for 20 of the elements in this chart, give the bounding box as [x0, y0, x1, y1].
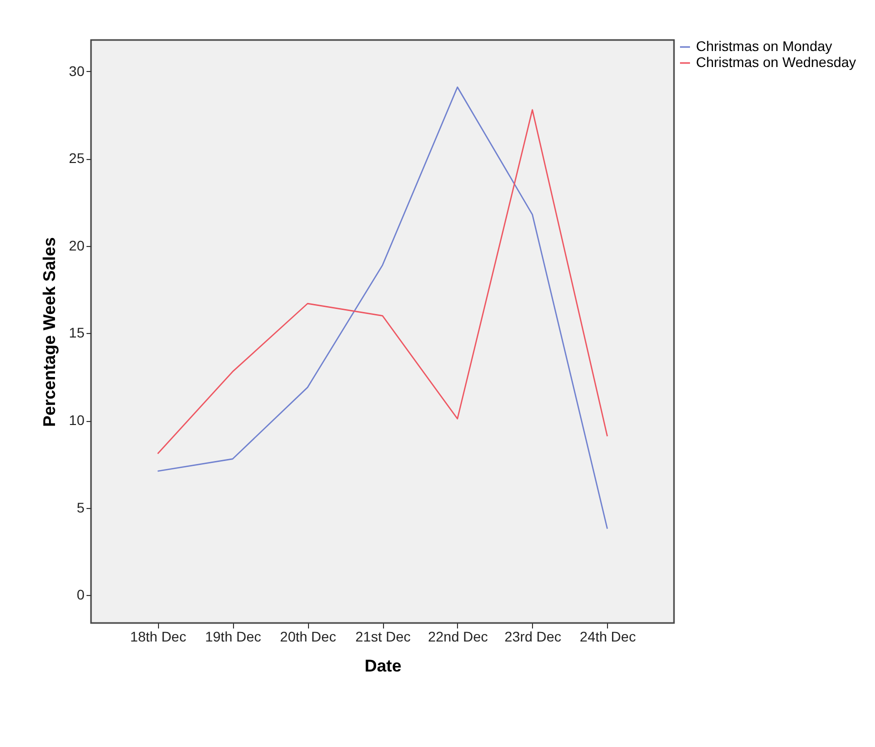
y-tick-label: 5: [76, 499, 85, 516]
y-tick-label: 20: [68, 237, 85, 254]
x-tick-label: 21st Dec: [355, 628, 411, 644]
x-axis-title: Date: [364, 656, 402, 676]
legend-label: Christmas on Monday: [696, 38, 832, 54]
line-series: [157, 86, 608, 530]
x-tick-label: 20th Dec: [280, 628, 336, 644]
x-tick-label: 22nd Dec: [428, 628, 488, 644]
y-tick-label: 15: [68, 324, 85, 341]
x-tick-label: 18th Dec: [130, 628, 186, 644]
y-tick-label: 10: [68, 412, 85, 428]
y-tick-label: 0: [76, 586, 85, 603]
x-tick-label: 19th Dec: [205, 628, 262, 644]
x-tick-label: 24th Dec: [580, 628, 636, 644]
legend-label: Christmas on Wednesday: [696, 54, 856, 70]
y-tick-label: 30: [68, 62, 85, 79]
line-series: [157, 109, 608, 454]
y-axis-title: Percentage Week Sales: [40, 237, 59, 427]
x-tick-label: 23rd Dec: [504, 628, 562, 644]
y-tick-label: 25: [68, 150, 85, 166]
